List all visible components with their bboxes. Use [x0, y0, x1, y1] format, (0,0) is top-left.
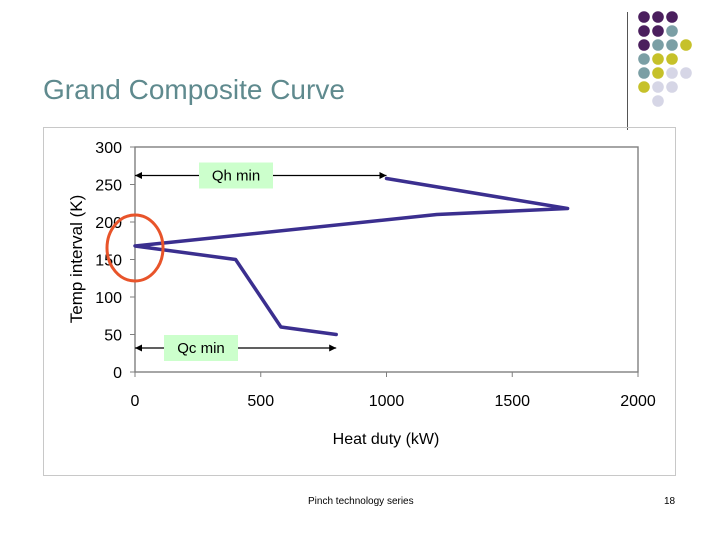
decorative-dot	[666, 53, 678, 65]
decorative-dot	[638, 39, 650, 51]
slide-title: Grand Composite Curve	[43, 74, 345, 105]
x-tick-label: 0	[131, 393, 140, 410]
decorative-dot	[680, 39, 692, 51]
annotation-arrow-head-left	[135, 172, 142, 179]
decorative-dot	[666, 67, 678, 79]
x-tick-label: 2000	[620, 393, 656, 410]
decorative-dot	[652, 11, 664, 23]
decorative-dot	[638, 25, 650, 37]
y-tick-label: 200	[95, 215, 122, 232]
page-number: 18	[664, 496, 676, 507]
decorative-dot	[638, 81, 650, 93]
decorative-dot	[652, 81, 664, 93]
y-tick-label: 100	[95, 290, 122, 307]
decorative-dot	[652, 67, 664, 79]
y-tick-label: 0	[113, 365, 122, 382]
decorative-dot	[666, 11, 678, 23]
decorative-dot	[652, 25, 664, 37]
footer-series-name: Pinch technology series	[308, 496, 414, 507]
x-axis-label: Heat duty (kW)	[333, 431, 440, 448]
y-tick-label: 50	[104, 328, 122, 345]
annotation-box	[199, 162, 273, 189]
y-tick-label: 300	[95, 140, 122, 157]
decorative-dot	[638, 67, 650, 79]
x-tick-label: 1500	[494, 393, 530, 410]
y-axis-label: Temp interval (K)	[67, 195, 86, 323]
annotation-arrow-head-right	[329, 344, 337, 352]
pinch-point-circle	[105, 213, 165, 283]
x-tick-label: 500	[247, 393, 274, 410]
annotation-label: Qc min	[177, 340, 225, 357]
decorative-dot	[680, 67, 692, 79]
decorative-dot	[638, 53, 650, 65]
decorative-dot	[652, 95, 664, 107]
x-tick-label: 1000	[369, 393, 405, 410]
decorative-dot	[652, 39, 664, 51]
annotation-arrow-head-right	[379, 172, 387, 179]
annotation-label: Qh min	[212, 168, 260, 185]
decorative-dot	[666, 39, 678, 51]
annotation-box	[164, 335, 238, 361]
title-divider-vertical	[627, 12, 628, 130]
decorative-dot	[652, 53, 664, 65]
decorative-dot	[666, 25, 678, 37]
chart-frame	[43, 127, 676, 476]
y-tick-label: 250	[95, 178, 122, 195]
decorative-dot	[638, 11, 650, 23]
decorative-dot-grid	[638, 11, 692, 107]
annotation-arrow-head-left	[135, 344, 142, 352]
decorative-dot	[666, 81, 678, 93]
grand-composite-curve-line	[133, 176, 570, 337]
